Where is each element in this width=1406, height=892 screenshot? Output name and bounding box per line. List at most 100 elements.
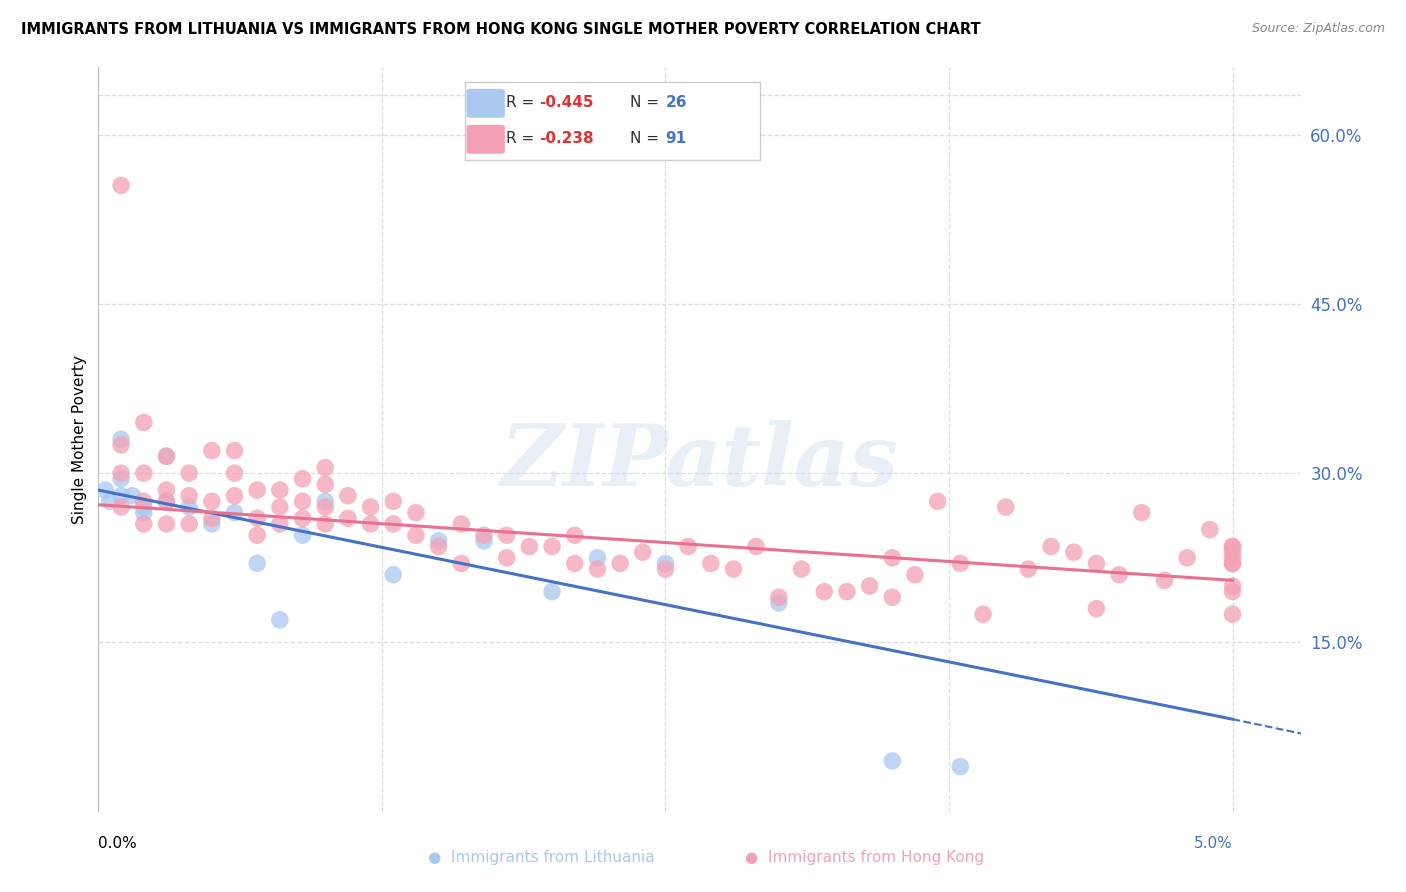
Point xyxy=(813,584,835,599)
Point xyxy=(314,477,336,491)
Point xyxy=(155,449,177,463)
Point xyxy=(291,528,314,542)
Point xyxy=(132,466,155,480)
Point xyxy=(1108,567,1130,582)
Point xyxy=(1085,557,1108,571)
Point xyxy=(201,516,224,531)
Point xyxy=(745,540,768,554)
Point xyxy=(314,500,336,514)
Point xyxy=(519,540,541,554)
Point xyxy=(495,550,517,565)
Point xyxy=(676,540,699,554)
Point xyxy=(882,591,904,605)
Point xyxy=(224,443,246,458)
Point xyxy=(155,494,177,508)
Point xyxy=(224,489,246,503)
Point xyxy=(654,562,676,576)
Point xyxy=(427,540,450,554)
Point xyxy=(1017,562,1039,576)
Point xyxy=(472,528,495,542)
Text: 5.0%: 5.0% xyxy=(1194,836,1233,851)
Point xyxy=(201,443,224,458)
Point xyxy=(904,567,927,582)
Point xyxy=(110,489,132,503)
Point xyxy=(336,489,359,503)
Point xyxy=(291,472,314,486)
Point xyxy=(1198,523,1220,537)
Point xyxy=(336,511,359,525)
Point xyxy=(405,506,427,520)
Point xyxy=(723,562,745,576)
Point xyxy=(132,416,155,430)
Point xyxy=(269,483,291,497)
Point xyxy=(927,494,949,508)
Text: Source: ZipAtlas.com: Source: ZipAtlas.com xyxy=(1251,22,1385,36)
Point xyxy=(882,754,904,768)
Point xyxy=(586,550,609,565)
Point xyxy=(291,511,314,525)
Point xyxy=(246,483,269,497)
Point xyxy=(427,533,450,548)
Point xyxy=(949,557,972,571)
Point xyxy=(98,494,121,508)
Point xyxy=(564,557,586,571)
Point xyxy=(949,759,972,773)
Point xyxy=(631,545,654,559)
Point xyxy=(179,500,201,514)
Point xyxy=(132,516,155,531)
Point xyxy=(314,516,336,531)
Point xyxy=(564,528,586,542)
Point xyxy=(1222,557,1244,571)
Point xyxy=(224,506,246,520)
Point xyxy=(541,584,564,599)
Point xyxy=(882,550,904,565)
Point xyxy=(1222,545,1244,559)
Point xyxy=(382,567,405,582)
Point xyxy=(179,489,201,503)
Point xyxy=(201,511,224,525)
Point xyxy=(132,500,155,514)
Point xyxy=(1175,550,1198,565)
Point xyxy=(835,584,858,599)
Text: ●  Immigrants from Lithuania: ● Immigrants from Lithuania xyxy=(427,850,655,865)
Point xyxy=(314,494,336,508)
Text: ZIPatlas: ZIPatlas xyxy=(501,420,898,503)
Point xyxy=(269,516,291,531)
Point xyxy=(291,494,314,508)
Point xyxy=(586,562,609,576)
Point xyxy=(972,607,994,622)
Point xyxy=(269,500,291,514)
Point xyxy=(495,528,517,542)
Point xyxy=(541,540,564,554)
Point xyxy=(314,460,336,475)
Point xyxy=(246,528,269,542)
Point xyxy=(382,494,405,508)
Point xyxy=(700,557,723,571)
Point xyxy=(132,494,155,508)
Point xyxy=(155,494,177,508)
Point xyxy=(472,533,495,548)
Text: IMMIGRANTS FROM LITHUANIA VS IMMIGRANTS FROM HONG KONG SINGLE MOTHER POVERTY COR: IMMIGRANTS FROM LITHUANIA VS IMMIGRANTS … xyxy=(21,22,981,37)
Point xyxy=(155,483,177,497)
Y-axis label: Single Mother Poverty: Single Mother Poverty xyxy=(72,355,87,524)
Point xyxy=(110,466,132,480)
Point xyxy=(1222,579,1244,593)
Point xyxy=(1040,540,1063,554)
Point xyxy=(1222,540,1244,554)
Point xyxy=(450,516,472,531)
Point xyxy=(405,528,427,542)
Point xyxy=(155,516,177,531)
Point xyxy=(201,494,224,508)
Point xyxy=(1130,506,1153,520)
Point xyxy=(1222,584,1244,599)
Point xyxy=(110,432,132,446)
Point xyxy=(1222,550,1244,565)
Point xyxy=(110,438,132,452)
Point xyxy=(360,500,382,514)
Point xyxy=(382,516,405,531)
Point xyxy=(360,516,382,531)
Point xyxy=(1222,557,1244,571)
Text: 0.0%: 0.0% xyxy=(98,836,138,851)
Point xyxy=(179,516,201,531)
Point xyxy=(994,500,1017,514)
